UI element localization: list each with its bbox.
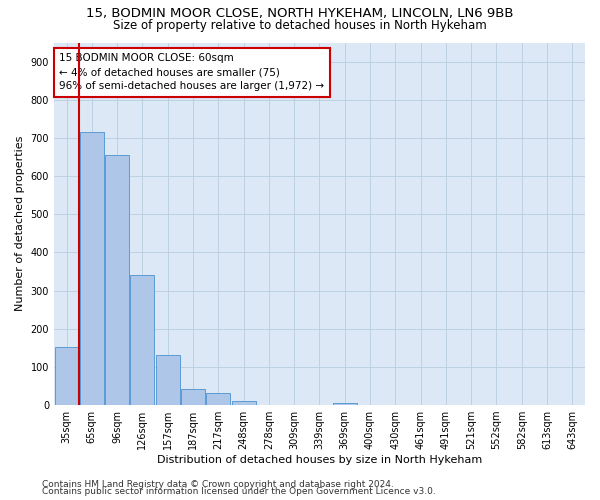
X-axis label: Distribution of detached houses by size in North Hykeham: Distribution of detached houses by size … — [157, 455, 482, 465]
Bar — [232, 400, 256, 405]
Text: 15, BODMIN MOOR CLOSE, NORTH HYKEHAM, LINCOLN, LN6 9BB: 15, BODMIN MOOR CLOSE, NORTH HYKEHAM, LI… — [86, 8, 514, 20]
Text: Contains public sector information licensed under the Open Government Licence v3: Contains public sector information licen… — [42, 488, 436, 496]
Bar — [181, 388, 205, 405]
Text: Size of property relative to detached houses in North Hykeham: Size of property relative to detached ho… — [113, 19, 487, 32]
Bar — [206, 393, 230, 405]
Bar — [80, 132, 104, 405]
Bar — [105, 155, 129, 405]
Text: 15 BODMIN MOOR CLOSE: 60sqm
← 4% of detached houses are smaller (75)
96% of semi: 15 BODMIN MOOR CLOSE: 60sqm ← 4% of deta… — [59, 54, 325, 92]
Text: Contains HM Land Registry data © Crown copyright and database right 2024.: Contains HM Land Registry data © Crown c… — [42, 480, 394, 489]
Y-axis label: Number of detached properties: Number of detached properties — [15, 136, 25, 312]
Bar — [130, 276, 154, 405]
Bar — [156, 356, 180, 405]
Bar — [55, 347, 79, 405]
Bar — [333, 403, 357, 405]
